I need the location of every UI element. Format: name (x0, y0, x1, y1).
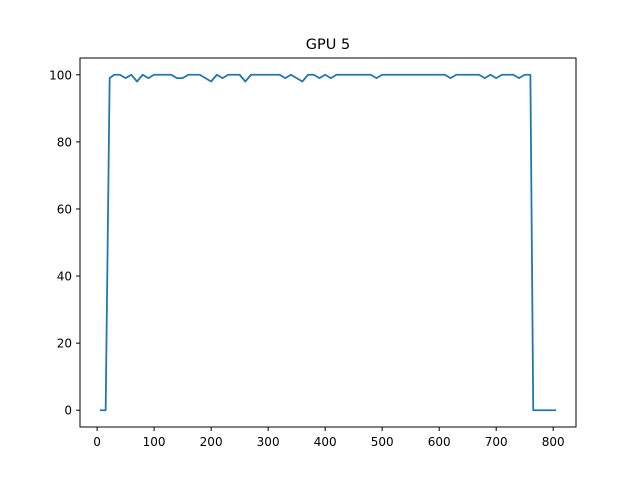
x-tick-label: 0 (93, 435, 101, 449)
plot-series (100, 75, 556, 410)
plot-frame (80, 58, 576, 427)
x-tick-label: 400 (314, 435, 337, 449)
x-tick-label: 500 (371, 435, 394, 449)
y-axis: 0 20 40 60 80 100 (49, 68, 80, 417)
x-tick-label: 100 (143, 435, 166, 449)
x-tick-label: 700 (485, 435, 508, 449)
x-tick-label: 600 (428, 435, 451, 449)
y-tick-label: 100 (49, 68, 72, 82)
chart-title: GPU 5 (306, 37, 350, 53)
y-tick-label: 40 (57, 270, 72, 284)
y-tick-label: 0 (64, 404, 72, 418)
x-axis: 0 100 200 300 400 500 600 700 800 (93, 427, 564, 449)
x-tick-label: 300 (257, 435, 280, 449)
x-tick-label: 200 (200, 435, 223, 449)
x-tick-label: 800 (542, 435, 565, 449)
y-tick-label: 20 (57, 337, 72, 351)
series-line (100, 75, 556, 410)
y-tick-label: 80 (57, 135, 72, 149)
y-tick-label: 60 (57, 202, 72, 216)
